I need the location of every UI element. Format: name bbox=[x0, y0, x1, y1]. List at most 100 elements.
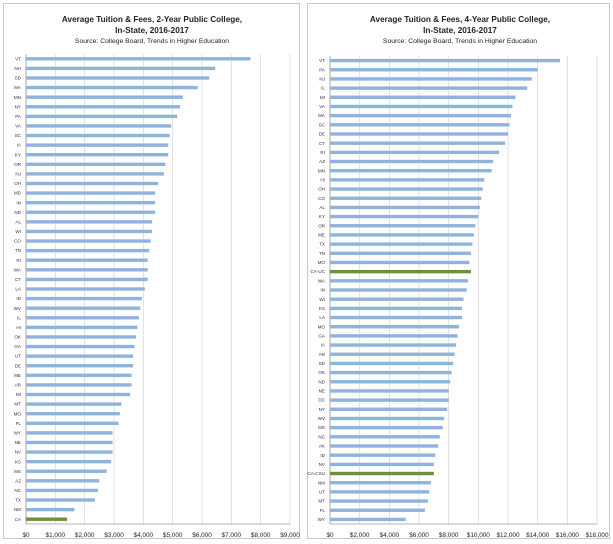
bar-hi bbox=[26, 325, 138, 330]
bar-md bbox=[26, 191, 156, 195]
chart-4-year-svg: Average Tuition & Fees, 4-Year Public Co… bbox=[307, 15, 609, 539]
category-label: NE bbox=[319, 389, 325, 394]
bar-nm bbox=[330, 481, 431, 485]
category-label: AR bbox=[319, 352, 326, 357]
bar-mo bbox=[330, 325, 460, 329]
category-label: CO bbox=[318, 196, 325, 201]
category-label: IL bbox=[321, 86, 325, 91]
category-label: CA-UC bbox=[310, 269, 325, 274]
x-tick-label: $18,000 bbox=[585, 532, 609, 539]
x-tick-label: $0 bbox=[22, 532, 30, 539]
bar-wv bbox=[26, 306, 141, 310]
bar-wi bbox=[330, 297, 464, 301]
bar-nc bbox=[330, 435, 440, 439]
category-label: AL bbox=[319, 205, 325, 210]
category-label: TX bbox=[319, 242, 325, 247]
category-label: WV bbox=[14, 306, 22, 311]
x-tick-label: $7,000 bbox=[222, 532, 242, 539]
bar-ny bbox=[330, 407, 448, 411]
category-label: LA bbox=[15, 287, 22, 292]
bar-nj bbox=[330, 77, 532, 81]
bar-nv bbox=[330, 462, 434, 467]
category-label: WV bbox=[318, 416, 326, 421]
category-label: CA bbox=[15, 517, 22, 522]
bar-ga bbox=[330, 334, 458, 338]
bar-mt bbox=[330, 499, 428, 503]
bar-al bbox=[26, 220, 153, 224]
chart-2-year-svg: Average Tuition & Fees, 2-Year Public Co… bbox=[14, 15, 301, 539]
category-label: CO bbox=[14, 239, 21, 244]
bar-ca-uc bbox=[330, 269, 471, 274]
bar-ne bbox=[330, 389, 449, 393]
bar-va bbox=[330, 104, 513, 109]
bar-ca bbox=[26, 517, 68, 521]
x-tick-label: $1,000 bbox=[46, 532, 66, 539]
bar-in bbox=[26, 200, 156, 205]
category-label: SC bbox=[319, 122, 326, 127]
bar-az bbox=[330, 159, 494, 164]
category-label: KS bbox=[319, 306, 325, 311]
bar-id bbox=[330, 453, 436, 457]
bar-ms bbox=[26, 469, 107, 473]
category-label: NJ bbox=[15, 171, 21, 176]
x-tick-label: $4,000 bbox=[134, 532, 154, 539]
category-label: AR bbox=[15, 383, 22, 388]
chart-title-line1: Average Tuition & Fees, 2-Year Public Co… bbox=[62, 15, 242, 24]
bar-tn bbox=[330, 251, 471, 255]
bar-mi bbox=[330, 95, 516, 99]
chart-title-line1: Average Tuition & Fees, 4-Year Public Co… bbox=[370, 15, 550, 24]
category-label: RI bbox=[320, 150, 325, 155]
category-label: GA bbox=[14, 344, 22, 349]
chart-title-line2: In-State, 2016-2017 bbox=[115, 26, 189, 35]
category-label: HI bbox=[16, 325, 21, 330]
bar-la bbox=[330, 315, 463, 320]
category-label: NE bbox=[15, 440, 21, 445]
category-label: GA bbox=[318, 333, 326, 338]
chart-subtitle: Source: College Board, Trends in Higher … bbox=[383, 38, 537, 45]
x-tick-label: $6,000 bbox=[192, 532, 212, 539]
bar-nj bbox=[26, 172, 164, 176]
category-label: NC bbox=[318, 434, 325, 439]
bar-ca-csu bbox=[330, 471, 434, 476]
bar-or bbox=[26, 162, 166, 167]
category-label: ID bbox=[16, 296, 21, 301]
bar-ky bbox=[330, 214, 479, 219]
bar-dc bbox=[330, 398, 449, 402]
category-label: WA bbox=[318, 278, 326, 283]
x-tick-label: $6,000 bbox=[409, 532, 429, 539]
bar-mn bbox=[26, 95, 183, 99]
bar-nh bbox=[26, 66, 216, 71]
category-label: MI bbox=[320, 95, 325, 100]
category-label: UT bbox=[319, 489, 325, 494]
category-label: LA bbox=[319, 315, 326, 320]
category-label: OR bbox=[318, 223, 326, 228]
chart-panel-2-year: Average Tuition & Fees, 2-Year Public Co… bbox=[3, 3, 300, 539]
category-label: DE bbox=[319, 132, 325, 137]
bar-pa bbox=[26, 114, 178, 119]
category-label: PA bbox=[15, 114, 22, 119]
chart-panel-4-year: Average Tuition & Fees, 4-Year Public Co… bbox=[307, 3, 610, 539]
bar-ky bbox=[26, 153, 169, 157]
bar-nc bbox=[26, 488, 98, 493]
bar-sd bbox=[26, 76, 210, 80]
category-label: SD bbox=[319, 361, 326, 366]
category-label: MO bbox=[318, 324, 326, 329]
category-label: NC bbox=[14, 488, 21, 493]
bar-me bbox=[330, 233, 474, 237]
x-tick-label: $8,000 bbox=[439, 532, 459, 539]
bar-ia bbox=[330, 343, 457, 347]
bar-va bbox=[26, 124, 172, 128]
x-tick-label: $2,000 bbox=[75, 532, 95, 539]
bar-in bbox=[330, 288, 467, 292]
category-label: NY bbox=[15, 104, 21, 109]
bar-ga bbox=[26, 344, 135, 349]
category-label: MO bbox=[14, 411, 22, 416]
category-label: TX bbox=[15, 498, 21, 503]
category-label: MO bbox=[318, 260, 326, 265]
category-label: AK bbox=[319, 444, 326, 449]
category-label: OK bbox=[14, 335, 22, 340]
bar-nd bbox=[26, 210, 156, 214]
bar-ny bbox=[26, 105, 180, 109]
bar-ks bbox=[330, 306, 463, 311]
bar-tx bbox=[330, 242, 473, 246]
